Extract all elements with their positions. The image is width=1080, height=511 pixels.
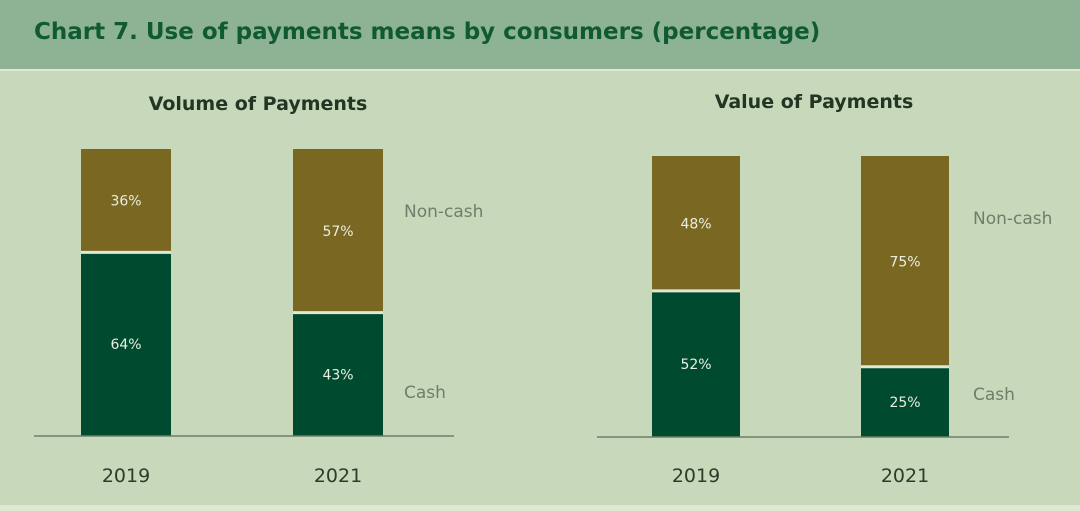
page-title: Chart 7. Use of payments means by consum…	[34, 19, 821, 45]
data-label-noncash-2019: 48%	[680, 216, 711, 232]
data-label-cash-2021: 43%	[322, 367, 353, 383]
value-chart: Value of Payments 48% 52% 2019 75% 25% 2021 Non…	[597, 91, 1052, 487]
chart-title: Value of Payments	[715, 91, 914, 113]
value-chart-panel: Value of Payments 48% 52% 2019 75% 25% 2021 Non…	[540, 71, 1080, 511]
bar-cash-2021	[293, 312, 383, 436]
data-label-cash-2021: 25%	[889, 395, 920, 411]
series-label-noncash: Non-cash	[973, 209, 1052, 229]
chart-header: Chart 7. Use of payments means by consum…	[0, 0, 1080, 71]
data-label-cash-2019: 64%	[110, 337, 141, 353]
x-tick-label-2019: 2019	[102, 465, 150, 487]
x-tick-label-2019: 2019	[672, 465, 720, 487]
data-label-noncash-2021: 75%	[889, 254, 920, 270]
bar-noncash-2019	[652, 156, 740, 291]
data-label-cash-2019: 52%	[680, 357, 711, 373]
x-tick-label-2021: 2021	[314, 465, 362, 487]
bar-noncash-2019	[81, 149, 171, 253]
bar-cash-2019	[81, 252, 171, 436]
chart-title: Volume of Payments	[149, 93, 368, 115]
bar-cash-2021	[861, 366, 949, 437]
bottom-strip	[0, 505, 1080, 511]
data-label-noncash-2019: 36%	[110, 194, 141, 210]
volume-chart-panel: Volume of Payments 36% 64% 2019 57% 43% 2021 No…	[0, 71, 540, 511]
volume-chart: Volume of Payments 36% 64% 2019 57% 43% 2021 No…	[34, 93, 483, 487]
bar-cash-2019	[652, 290, 740, 437]
bar-noncash-2021	[293, 149, 383, 313]
x-tick-label-2021: 2021	[881, 465, 929, 487]
series-label-cash: Cash	[404, 383, 446, 403]
series-label-noncash: Non-cash	[404, 202, 483, 222]
bar-noncash-2021	[861, 156, 949, 367]
data-label-noncash-2021: 57%	[322, 224, 353, 240]
series-label-cash: Cash	[973, 385, 1015, 405]
